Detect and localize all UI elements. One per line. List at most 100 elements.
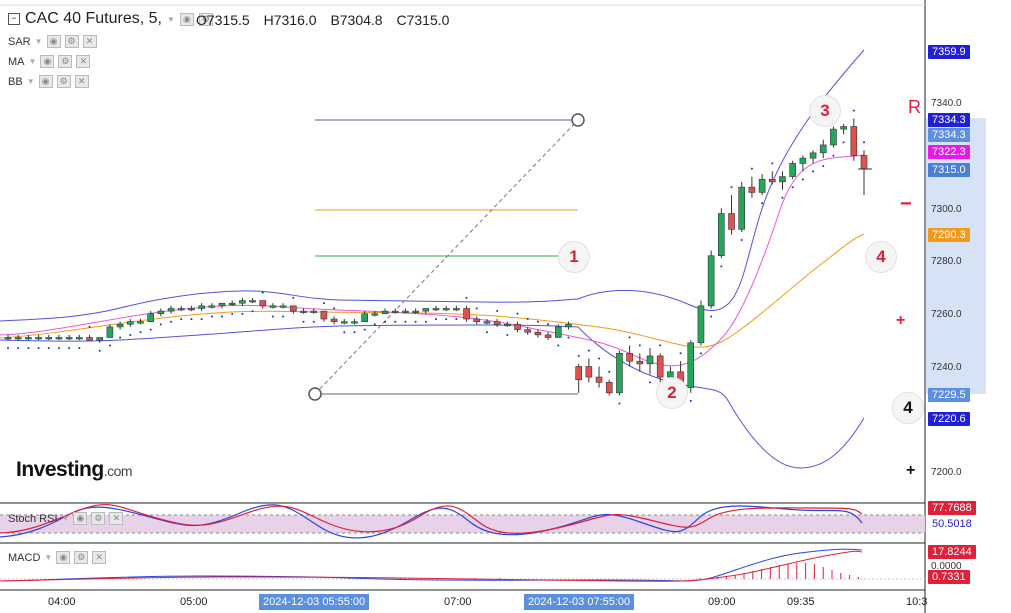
candle-body bbox=[524, 329, 532, 333]
gear-icon[interactable]: ⚙ bbox=[74, 551, 89, 564]
sar-dot bbox=[37, 347, 40, 350]
gear-icon[interactable]: ⚙ bbox=[58, 55, 73, 68]
sar-dot bbox=[699, 352, 702, 355]
sar-dot bbox=[710, 315, 713, 318]
candle-body bbox=[463, 308, 470, 320]
price-tag-bb-lower: 7220.6 bbox=[928, 412, 970, 426]
candle-body bbox=[279, 305, 287, 308]
eye-icon[interactable]: ◉ bbox=[40, 55, 55, 68]
price-axis-label: 7240.0 bbox=[931, 362, 962, 373]
sar-dot bbox=[139, 331, 142, 334]
minus-marker[interactable]: − bbox=[900, 193, 912, 215]
sar-dot bbox=[638, 344, 641, 347]
sar-dot bbox=[608, 370, 611, 373]
candle-body bbox=[116, 323, 124, 328]
chevron-down-icon[interactable]: ▼ bbox=[28, 57, 37, 66]
sar-dot bbox=[730, 186, 733, 189]
candle-body bbox=[473, 318, 481, 322]
eye-icon[interactable]: ◉ bbox=[179, 12, 194, 26]
candle-body bbox=[351, 321, 358, 324]
eye-icon[interactable]: ◉ bbox=[73, 512, 88, 525]
indicator-row-ma[interactable]: MA ▼ ◉ ⚙ ✕ bbox=[8, 55, 91, 68]
sar-dot bbox=[302, 320, 305, 323]
bb-upper-band bbox=[0, 49, 865, 322]
candle-body bbox=[728, 213, 735, 230]
price-axis-label: 7200.0 bbox=[931, 467, 962, 478]
stoch-tag-k: 77.7688 bbox=[928, 501, 976, 515]
sar-dot bbox=[863, 141, 865, 144]
r-marker[interactable]: R bbox=[908, 97, 921, 117]
wave-label-4[interactable]: 4 bbox=[865, 241, 897, 273]
candle-body bbox=[453, 308, 460, 311]
candle-body bbox=[646, 355, 654, 365]
candle-body bbox=[259, 300, 267, 307]
close-icon[interactable]: ✕ bbox=[82, 35, 97, 48]
candle-body bbox=[412, 310, 419, 313]
close-icon[interactable]: ✕ bbox=[92, 551, 107, 564]
sar-dot bbox=[547, 323, 550, 326]
sar-dot bbox=[536, 320, 539, 323]
candle-body bbox=[55, 337, 63, 340]
candle-body bbox=[96, 337, 104, 341]
close-icon[interactable]: ✕ bbox=[74, 75, 89, 88]
candle-body bbox=[554, 326, 562, 338]
fib-handle-start[interactable] bbox=[308, 387, 322, 401]
wave-label-3[interactable]: 3 bbox=[809, 95, 841, 127]
candle-body bbox=[330, 318, 338, 322]
candle-body bbox=[371, 313, 379, 316]
candle-body bbox=[799, 157, 807, 164]
wave-label-1[interactable]: 1 bbox=[558, 241, 590, 273]
candle-body bbox=[65, 337, 73, 340]
chevron-down-icon[interactable]: ▼ bbox=[34, 37, 43, 46]
macd-histogram bbox=[349, 563, 859, 579]
sar-dot bbox=[445, 318, 448, 321]
sar-dot bbox=[526, 317, 529, 320]
candle-body bbox=[177, 308, 185, 311]
indicator-row-bb[interactable]: BB ▼ ◉ ⚙ ✕ bbox=[8, 75, 89, 88]
investing-logo: Investing.com bbox=[16, 458, 133, 482]
eye-icon[interactable]: ◉ bbox=[46, 35, 61, 48]
sar-dot bbox=[679, 352, 682, 355]
sar-dot bbox=[353, 331, 356, 334]
sar-dot bbox=[567, 336, 570, 339]
chevron-down-icon[interactable]: ▼ bbox=[44, 553, 53, 562]
eye-icon[interactable]: ◉ bbox=[38, 75, 53, 88]
time-label: 05:00 bbox=[180, 596, 208, 608]
close-icon[interactable]: ✕ bbox=[76, 55, 91, 68]
collapse-icon[interactable]: − bbox=[8, 13, 20, 25]
gear-icon[interactable]: ⚙ bbox=[56, 75, 71, 88]
fib-handle-end[interactable] bbox=[571, 113, 585, 127]
candle-body bbox=[432, 308, 440, 311]
candle-body bbox=[422, 308, 430, 312]
gear-icon[interactable]: ⚙ bbox=[198, 12, 213, 26]
chevron-down-icon[interactable]: ▼ bbox=[61, 514, 70, 523]
plus-marker-red[interactable]: + bbox=[896, 312, 906, 329]
wave-label-4-alt[interactable]: 4 bbox=[892, 392, 924, 424]
indicator-label: SAR bbox=[8, 35, 31, 48]
macd-legend[interactable]: MACD ▼ ◉ ⚙ ✕ bbox=[8, 551, 107, 564]
chart-title-bar[interactable]: − CAC 40 Futures, 5, ▼ ◉ ⚙ bbox=[8, 10, 213, 28]
stoch-rsi-legend[interactable]: Stoch RSI ▼ ◉ ⚙ ✕ bbox=[8, 512, 124, 525]
chevron-down-icon[interactable]: ▼ bbox=[166, 14, 175, 24]
candle-body bbox=[14, 337, 22, 340]
sar-dot bbox=[689, 399, 692, 402]
gear-icon[interactable]: ⚙ bbox=[64, 35, 79, 48]
price-tag-last: 7315.0 bbox=[928, 163, 970, 177]
time-label: 07:00 bbox=[444, 596, 472, 608]
plus-marker-black[interactable]: + bbox=[906, 462, 916, 479]
wave-label-2[interactable]: 2 bbox=[656, 377, 688, 409]
sar-dot bbox=[750, 167, 753, 170]
candle-body bbox=[106, 326, 114, 338]
close-icon[interactable]: ✕ bbox=[109, 512, 124, 525]
time-highlight-end: 2024-12-03 07:55:00 bbox=[524, 594, 635, 610]
price-axis-label: 7340.0 bbox=[931, 98, 962, 109]
gear-icon[interactable]: ⚙ bbox=[91, 512, 106, 525]
chevron-down-icon[interactable]: ▼ bbox=[26, 77, 35, 86]
eye-icon[interactable]: ◉ bbox=[56, 551, 71, 564]
sar-dot bbox=[190, 318, 193, 321]
sar-dot bbox=[384, 320, 387, 323]
candle-body bbox=[605, 382, 613, 394]
indicator-row-sar[interactable]: SAR ▼ ◉ ⚙ ✕ bbox=[8, 35, 97, 48]
